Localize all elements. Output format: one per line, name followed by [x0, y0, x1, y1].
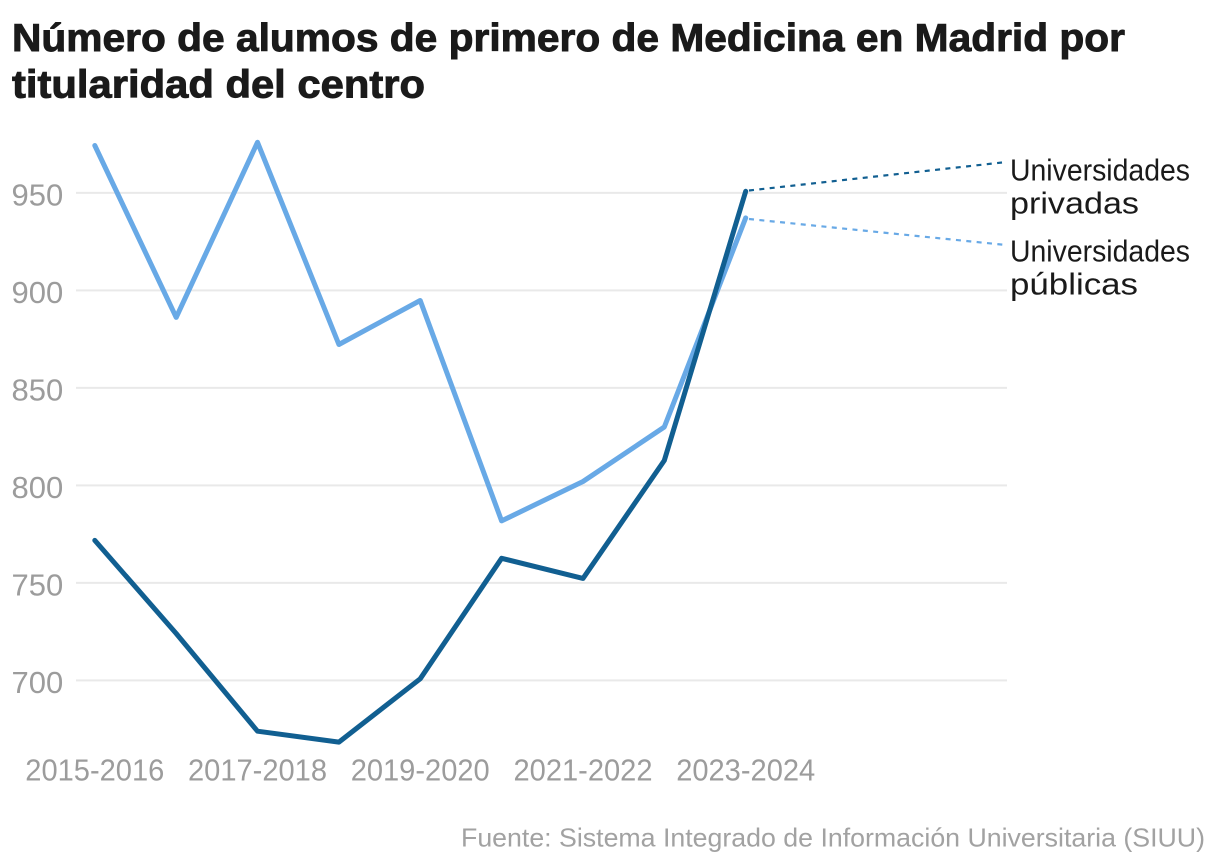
svg-text:800: 800 [12, 470, 64, 505]
svg-text:2021-2022: 2021-2022 [514, 753, 653, 788]
svg-text:Fuente: Sistema Integrado de I: Fuente: Sistema Integrado de Información… [461, 822, 1205, 852]
svg-text:Universidades: Universidades [1010, 234, 1190, 269]
svg-text:900: 900 [12, 275, 64, 310]
svg-text:2023-2024: 2023-2024 [676, 753, 815, 788]
svg-text:Universidades: Universidades [1010, 152, 1190, 187]
svg-text:850: 850 [12, 372, 64, 407]
svg-text:2015-2016: 2015-2016 [25, 753, 164, 788]
svg-text:750: 750 [12, 567, 64, 602]
svg-text:2017-2018: 2017-2018 [188, 753, 327, 788]
svg-text:públicas: públicas [1010, 267, 1138, 302]
svg-text:privadas: privadas [1010, 186, 1139, 221]
svg-text:2019-2020: 2019-2020 [351, 753, 490, 788]
svg-text:Número de alumos de primero de: Número de alumos de primero de Medicina … [12, 17, 1125, 60]
svg-text:700: 700 [12, 665, 64, 700]
svg-text:titularidad del centro: titularidad del centro [12, 63, 425, 106]
svg-text:950: 950 [12, 177, 64, 212]
